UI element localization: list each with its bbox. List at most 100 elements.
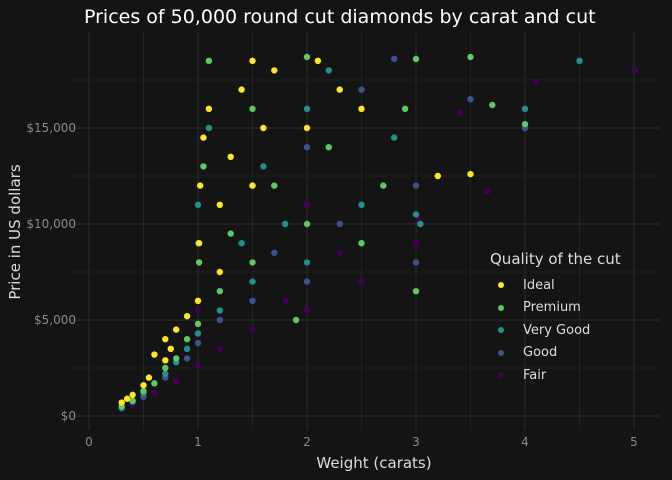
legend-item: Premium	[490, 297, 621, 320]
data-point	[576, 57, 583, 64]
data-point	[303, 124, 311, 132]
data-point	[195, 259, 203, 266]
x-axis-label: Weight (carats)	[316, 454, 431, 472]
data-point	[194, 362, 202, 370]
legend-item: Fair	[490, 364, 621, 387]
data-point	[532, 78, 540, 86]
data-point	[183, 312, 191, 320]
data-point	[336, 220, 343, 228]
data-point	[173, 355, 180, 362]
data-point	[194, 307, 202, 314]
data-point	[216, 307, 223, 314]
series-premium	[118, 53, 529, 410]
legend-title: Quality of the cut	[490, 250, 621, 268]
data-point	[380, 182, 387, 189]
data-point	[260, 124, 267, 132]
data-point	[238, 86, 245, 93]
data-point	[260, 163, 267, 170]
data-point	[216, 316, 223, 324]
data-point	[434, 172, 441, 180]
y-tick-label: $15,000	[26, 121, 76, 135]
data-point	[173, 326, 180, 333]
legend-label: Fair	[523, 367, 547, 383]
series-fair	[129, 57, 639, 408]
series-ideal	[118, 57, 474, 406]
legend-marker-icon	[498, 304, 504, 311]
y-tick-label: $10,000	[26, 217, 76, 231]
data-point	[196, 182, 204, 189]
data-point	[151, 380, 158, 387]
data-point	[412, 182, 420, 189]
data-point	[303, 220, 311, 228]
legend-marker-icon	[498, 372, 504, 379]
legend-label: Ideal	[523, 277, 555, 293]
data-point	[183, 345, 191, 352]
data-point	[238, 240, 245, 247]
y-axis-label: Price in US dollars	[6, 164, 24, 299]
data-point	[123, 395, 131, 402]
data-point	[271, 67, 278, 74]
data-point	[521, 105, 529, 113]
data-point	[417, 220, 424, 228]
y-tick-label: $5,000	[34, 313, 76, 327]
data-point	[358, 86, 365, 93]
data-point	[205, 105, 213, 113]
data-point	[303, 201, 311, 208]
data-point	[162, 357, 169, 364]
data-point	[391, 134, 398, 141]
data-point	[167, 345, 174, 352]
legend-label: Good	[523, 345, 558, 361]
data-point	[216, 288, 223, 295]
data-point	[249, 259, 256, 266]
legend-item: Very Good	[490, 319, 621, 342]
data-point	[205, 57, 213, 64]
data-point	[129, 391, 136, 399]
data-point	[303, 307, 311, 314]
data-point	[303, 105, 311, 113]
data-point	[358, 278, 365, 285]
data-point	[140, 387, 147, 395]
data-point	[129, 397, 136, 404]
data-point	[162, 364, 169, 372]
data-point	[336, 249, 343, 256]
data-point	[216, 268, 223, 276]
data-point	[249, 326, 256, 333]
data-point	[336, 86, 343, 93]
data-point	[200, 163, 207, 170]
legend: Quality of the cut Ideal Premium Very Good…	[490, 250, 621, 387]
data-point	[483, 188, 491, 195]
data-point	[325, 67, 332, 74]
x-tick-label: 0	[85, 435, 93, 449]
data-point	[631, 67, 639, 74]
data-point	[249, 297, 256, 304]
data-point	[216, 201, 223, 208]
data-point	[227, 153, 234, 160]
data-point	[292, 316, 300, 324]
x-tick-label: 1	[194, 435, 202, 449]
data-point	[151, 389, 158, 397]
x-tick-label: 2	[303, 435, 311, 449]
data-point	[325, 144, 332, 151]
data-point	[303, 259, 311, 266]
data-point	[145, 374, 153, 381]
data-point	[140, 382, 147, 389]
data-point	[456, 109, 463, 116]
data-point	[249, 278, 256, 285]
data-point	[183, 355, 191, 362]
x-tick-label: 3	[412, 435, 420, 449]
data-point	[314, 57, 322, 64]
y-tick-label: $0	[61, 409, 76, 423]
data-point	[412, 288, 420, 295]
data-point	[401, 105, 409, 113]
data-point	[205, 124, 213, 132]
data-point	[358, 240, 365, 247]
chart-title: Prices of 50,000 round cut diamonds by c…	[84, 6, 596, 28]
data-point	[467, 53, 474, 61]
data-point	[412, 240, 420, 247]
data-point	[303, 144, 311, 151]
data-point	[151, 351, 158, 358]
x-tick-label: 5	[630, 435, 638, 449]
data-point	[489, 101, 496, 109]
legend-label: Very Good	[523, 322, 591, 338]
